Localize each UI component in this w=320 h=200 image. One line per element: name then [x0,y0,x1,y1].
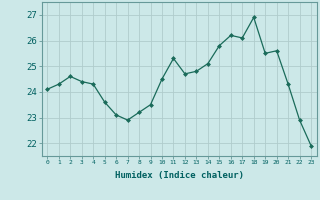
X-axis label: Humidex (Indice chaleur): Humidex (Indice chaleur) [115,171,244,180]
